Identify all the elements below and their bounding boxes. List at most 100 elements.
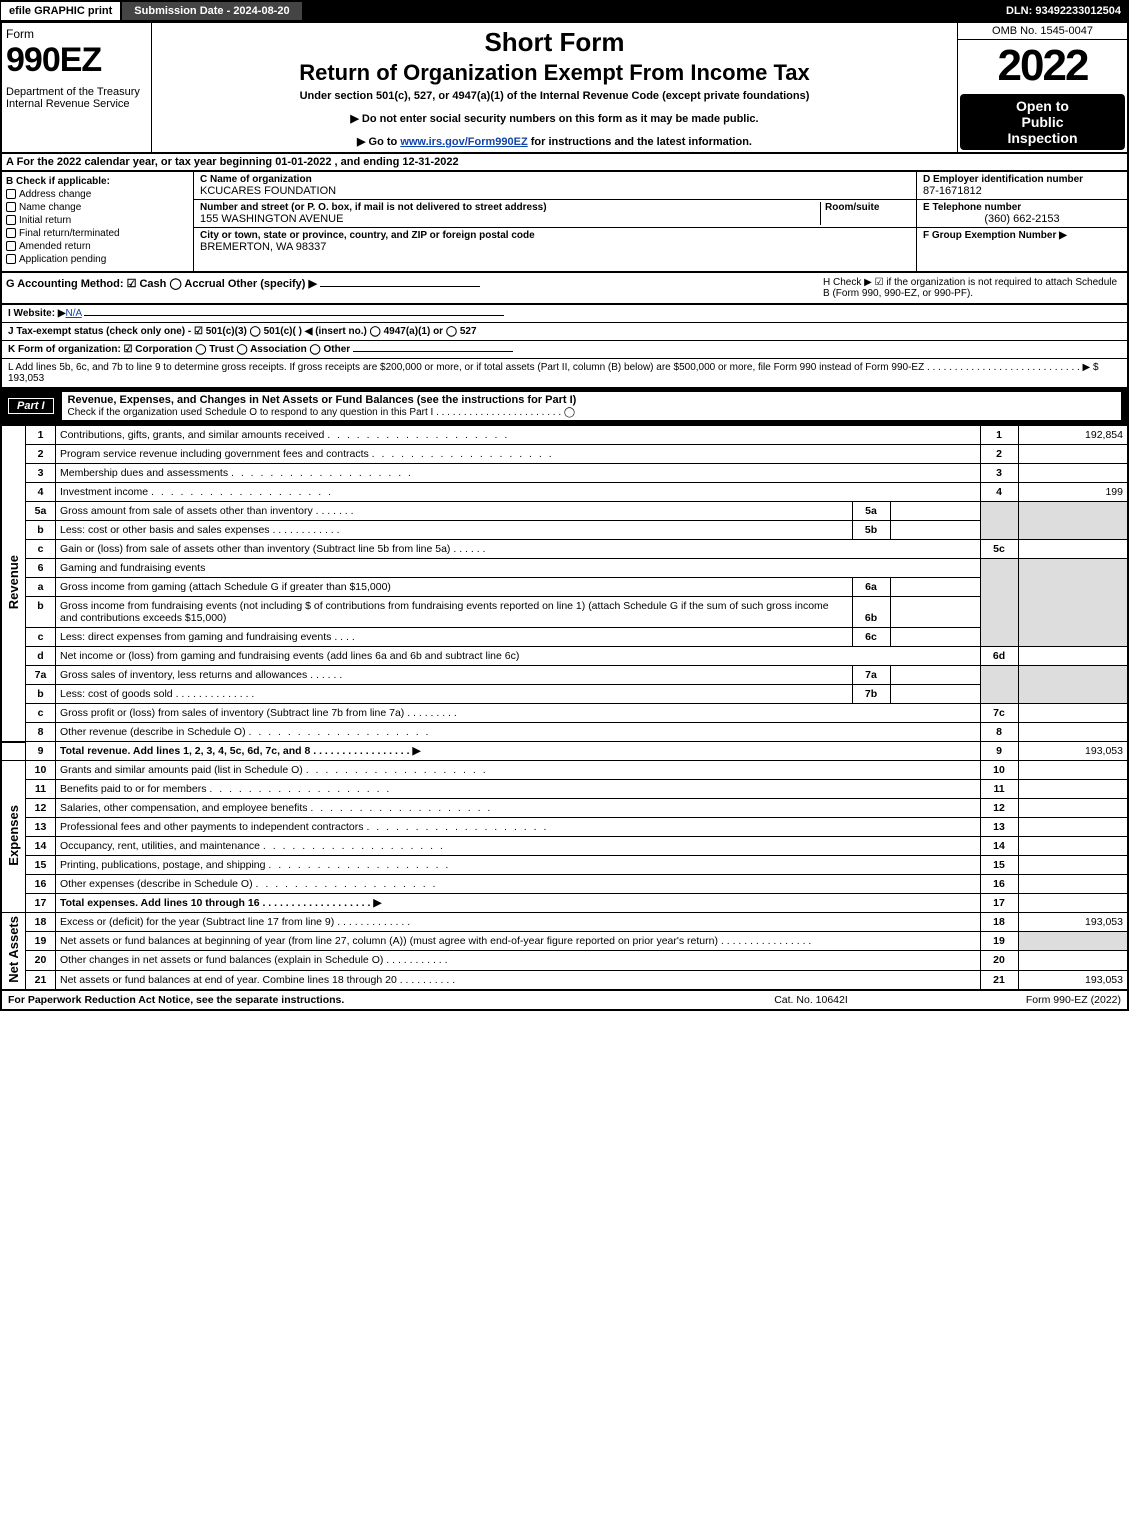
row-6d-amt [1018,647,1128,666]
row-19-rnum: 19 [980,932,1018,951]
row-5b-num: b [26,521,56,540]
row-21-num: 21 [26,970,56,990]
line-a-calendar-year: A For the 2022 calendar year, or tax yea… [0,154,1129,172]
website-link[interactable]: N/A [66,308,82,319]
footer-left: For Paperwork Reduction Act Notice, see … [8,994,701,1006]
row-13-desc: Professional fees and other payments to … [60,821,364,833]
row-3-amt [1018,464,1128,483]
instr-goto: ▶ Go to www.irs.gov/Form990EZ for instru… [160,135,949,148]
row-8-desc: Other revenue (describe in Schedule O) [60,726,246,738]
info-grid: B Check if applicable: Address change Na… [0,172,1129,273]
row-18-rnum: 18 [980,913,1018,932]
row-6c-sub: 6c [852,628,890,647]
row-10-amt [1018,761,1128,780]
row-5c-desc: Gain or (loss) from sale of assets other… [60,543,450,555]
row-1-desc: Contributions, gifts, grants, and simila… [60,429,324,441]
row-7b-sub: 7b [852,685,890,704]
page-footer: For Paperwork Reduction Act Notice, see … [0,991,1129,1011]
row-3-desc: Membership dues and assessments [60,467,228,479]
row-11-desc: Benefits paid to or for members [60,783,206,795]
row-9-rnum: 9 [980,742,1018,761]
dln-value: DLN: 93492233012504 [998,5,1129,17]
check-name-change[interactable]: Name change [6,202,189,213]
row-7c-rnum: 7c [980,704,1018,723]
row-6a-sub: 6a [852,578,890,597]
revenue-table: Revenue 1 Contributions, gifts, grants, … [0,425,1129,991]
row-6d-num: d [26,647,56,666]
row-7a-desc: Gross sales of inventory, less returns a… [60,669,307,681]
row-9-num: 9 [26,742,56,761]
org-name: KCUCARES FOUNDATION [200,185,910,197]
title-return: Return of Organization Exempt From Incom… [160,60,949,86]
check-final-return[interactable]: Final return/terminated [6,228,189,239]
form-name: 990EZ [6,41,147,80]
group-exemption-label: F Group Exemption Number ▶ [923,230,1121,241]
check-initial-return[interactable]: Initial return [6,215,189,226]
row-10-num: 10 [26,761,56,780]
row-1-num: 1 [26,426,56,445]
row-2-amt [1018,445,1128,464]
ein-label: D Employer identification number [923,174,1121,185]
open1: Open to [964,98,1121,114]
row-18-amt: 193,053 [1018,913,1128,932]
row-5a-sub: 5a [852,502,890,521]
footer-catalog: Cat. No. 10642I [701,994,921,1006]
row-13-rnum: 13 [980,818,1018,837]
row-11-rnum: 11 [980,780,1018,799]
irs-link[interactable]: www.irs.gov/Form990EZ [400,136,527,148]
tel-value: (360) 662-2153 [923,213,1121,225]
dept-label: Department of the Treasury Internal Reve… [6,86,147,110]
row-12-num: 12 [26,799,56,818]
city-label: City or town, state or province, country… [200,230,910,241]
row-5b-desc: Less: cost or other basis and sales expe… [60,524,270,536]
row-1-rnum: 1 [980,426,1018,445]
row-5c-amt [1018,540,1128,559]
tax-year: 2022 [958,40,1127,92]
tel-label: E Telephone number [923,202,1121,213]
row-7a-sub: 7a [852,666,890,685]
row-6b-num: b [26,597,56,628]
row-2-num: 2 [26,445,56,464]
instr-no-ssn: ▶ Do not enter social security numbers o… [160,112,949,125]
row-15-desc: Printing, publications, postage, and shi… [60,859,265,871]
row-7c-amt [1018,704,1128,723]
website-row: I Website: ▶N/A [2,305,1127,323]
form-of-organization: K Form of organization: ☑ Corporation ◯ … [2,341,1127,359]
instr2-post: for instructions and the latest informat… [528,136,752,148]
row-5c-num: c [26,540,56,559]
schedule-b-check: H Check ▶ ☑ if the organization is not r… [823,277,1123,299]
row-17-desc: Total expenses. Add lines 10 through 16 … [60,897,381,909]
row-20-desc: Other changes in net assets or fund bala… [60,954,383,966]
row-17-rnum: 17 [980,894,1018,913]
check-address-change[interactable]: Address change [6,189,189,200]
row-6b-desc: Gross income from fundraising events (no… [56,597,853,628]
efile-print-button[interactable]: efile GRAPHIC print [0,1,121,21]
row-14-desc: Occupancy, rent, utilities, and maintena… [60,840,260,852]
submission-date: Submission Date - 2024-08-20 [121,1,302,21]
revenue-side-label: Revenue [6,555,21,609]
row-20-num: 20 [26,951,56,970]
instr2-pre: ▶ Go to [357,136,400,148]
row-6d-rnum: 6d [980,647,1018,666]
row-7c-num: c [26,704,56,723]
row-21-rnum: 21 [980,970,1018,990]
row-12-desc: Salaries, other compensation, and employ… [60,802,307,814]
row-5a-desc: Gross amount from sale of assets other t… [60,505,313,517]
row-5a-num: 5a [26,502,56,521]
row-21-desc: Net assets or fund balances at end of ye… [60,974,397,986]
row-3-num: 3 [26,464,56,483]
row-6-num: 6 [26,559,56,578]
row-5b-sub: 5b [852,521,890,540]
footer-form-ref: Form 990-EZ (2022) [921,994,1121,1006]
row-2-rnum: 2 [980,445,1018,464]
row-16-desc: Other expenses (describe in Schedule O) [60,878,253,890]
title-short-form: Short Form [160,27,949,58]
check-application-pending[interactable]: Application pending [6,254,189,265]
form-word: Form [6,27,147,41]
org-name-label: C Name of organization [200,174,910,185]
part-i-title: Revenue, Expenses, and Changes in Net As… [68,394,577,406]
row-4-desc: Investment income [60,486,148,498]
check-amended-return[interactable]: Amended return [6,241,189,252]
line-l-gross-receipts: L Add lines 5b, 6c, and 7b to line 9 to … [0,359,1129,389]
row-6d-desc: Net income or (loss) from gaming and fun… [56,647,981,666]
